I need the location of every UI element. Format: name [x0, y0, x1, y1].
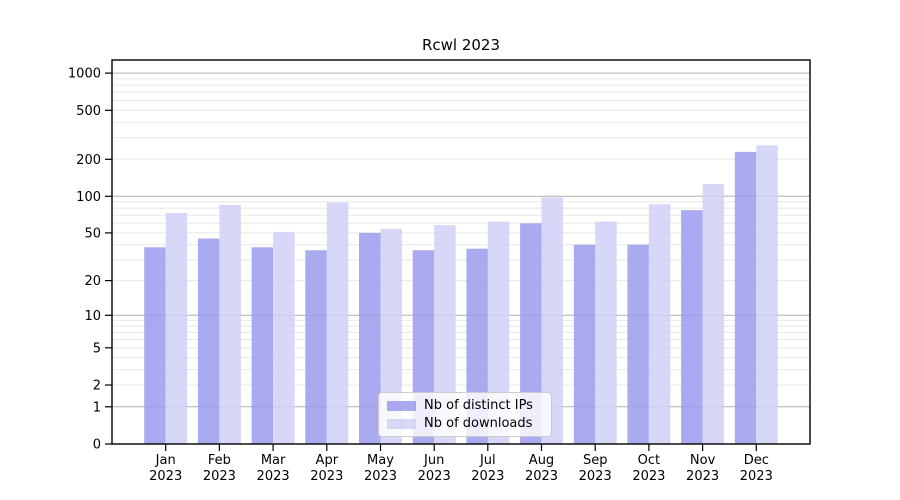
x-tick-label-month: Oct: [638, 453, 660, 468]
x-tick-label-year: 2023: [364, 469, 397, 484]
x-tick-label-month: Dec: [744, 453, 769, 468]
x-tick-label-month: Feb: [208, 453, 231, 468]
x-tick-label-month: Apr: [316, 453, 339, 468]
legend-swatch-downloads: [387, 418, 416, 429]
bar-downloads: [219, 204, 241, 444]
x-tick-label-month: Jan: [155, 453, 176, 468]
x-tick-label-month: May: [367, 453, 394, 468]
x-tick-label-month: Mar: [261, 453, 286, 468]
bar-downloads: [756, 145, 778, 445]
y-tick-label: 1000: [68, 67, 101, 82]
x-tick-label-month: Nov: [690, 453, 716, 468]
x-tick-label-year: 2023: [740, 469, 773, 484]
bar-downloads: [595, 221, 617, 444]
x-tick-label-year: 2023: [418, 469, 451, 484]
bar-distinct-ips: [305, 250, 327, 444]
bar-distinct-ips: [734, 151, 757, 444]
x-tick-label-year: 2023: [525, 469, 558, 484]
y-tick-label: 100: [76, 190, 101, 205]
y-tick-label: 20: [84, 274, 101, 289]
y-tick-label: 500: [76, 104, 101, 119]
bar-distinct-ips: [627, 244, 649, 444]
bar-distinct-ips: [520, 223, 542, 444]
legend-row-distinct-ips: Nb of distinct IPs: [387, 398, 543, 413]
bar-downloads: [648, 204, 671, 444]
bar-distinct-ips: [681, 210, 703, 444]
bar-downloads: [273, 231, 295, 444]
bar-downloads: [541, 197, 563, 444]
y-tick-label: 0: [93, 438, 101, 453]
x-tick-label-month: Aug: [529, 453, 554, 468]
bar-downloads: [326, 202, 349, 444]
x-tick-label-year: 2023: [149, 469, 182, 484]
bar-distinct-ips: [573, 244, 596, 444]
y-tick-label: 200: [76, 153, 101, 168]
bar-downloads: [380, 228, 402, 444]
x-tick-label-month: Jun: [423, 453, 444, 468]
y-tick-label: 10: [84, 309, 101, 324]
legend-label-downloads: Nb of downloads: [424, 416, 533, 431]
legend-swatch-distinct-ips: [387, 400, 416, 411]
bar-distinct-ips: [359, 232, 381, 444]
y-tick-label: 1: [93, 400, 101, 415]
x-tick-label-year: 2023: [203, 469, 236, 484]
bar-downloads: [702, 184, 725, 444]
x-tick-label-year: 2023: [257, 469, 290, 484]
bar-distinct-ips: [144, 247, 166, 444]
x-tick-label-year: 2023: [632, 469, 665, 484]
x-tick-label-month: Sep: [583, 453, 608, 468]
x-tick-label-year: 2023: [686, 469, 719, 484]
x-tick-label-year: 2023: [579, 469, 612, 484]
legend: Nb of distinct IPs Nb of downloads: [378, 392, 552, 437]
x-tick-label-year: 2023: [471, 469, 504, 484]
y-tick-label: 5: [93, 341, 101, 356]
bar-downloads: [434, 225, 456, 444]
plot-border: [111, 59, 811, 445]
bar-distinct-ips: [251, 247, 274, 444]
legend-row-downloads: Nb of downloads: [387, 416, 543, 431]
bar-downloads: [487, 221, 510, 444]
y-tick-label: 2: [93, 379, 101, 394]
chart-title: Rcwl 2023: [421, 36, 501, 54]
bar-downloads: [165, 213, 188, 444]
y-tick-label: 50: [84, 226, 101, 241]
x-tick-label-month: Jul: [479, 453, 496, 468]
x-tick-label-year: 2023: [310, 469, 343, 484]
legend-label-distinct-ips: Nb of distinct IPs: [424, 398, 533, 413]
bar-distinct-ips: [197, 238, 220, 444]
